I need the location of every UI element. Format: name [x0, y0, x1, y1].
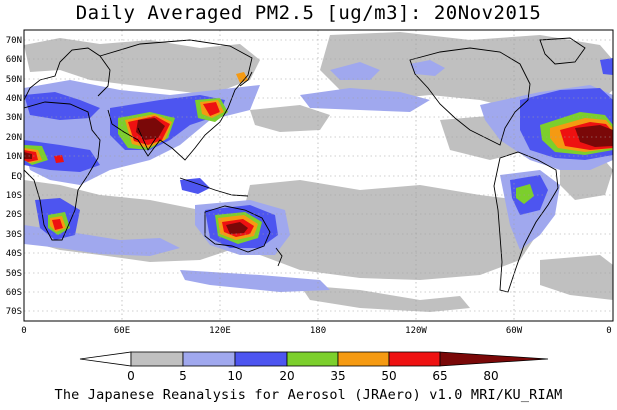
- colorbar-swatch: [182, 351, 236, 367]
- lon-label: 180: [310, 326, 326, 336]
- colorbar-label: 80: [483, 369, 498, 383]
- footer-credit: The Japanese Reanalysis for Aerosol (JRA…: [54, 387, 563, 403]
- colorbar-swatch: [130, 351, 184, 367]
- latitude-labels: 70N 60N 50N 40N 30N 20N 10N EQ 10S 20S 3…: [6, 36, 22, 317]
- colorbar-label: 10: [227, 369, 242, 383]
- colorbar-swatch: [388, 351, 441, 367]
- lat-label: 30S: [6, 230, 22, 240]
- lat-label: 70N: [6, 36, 22, 46]
- colorbar-label: 5: [179, 369, 187, 383]
- graticule: [24, 30, 613, 321]
- lat-label: 10N: [6, 152, 22, 162]
- lat-label: 70S: [6, 307, 22, 317]
- colorbar-label: 50: [381, 369, 396, 383]
- lat-label: 50N: [6, 75, 22, 85]
- lat-label: 40S: [6, 249, 22, 259]
- colorbar-start-triangle: [79, 351, 132, 367]
- lon-label: 0: [606, 326, 611, 336]
- colorbar-label: 35: [330, 369, 345, 383]
- colorbar-swatch: [286, 351, 339, 367]
- colorbar-label: 65: [432, 369, 447, 383]
- lon-label: 60W: [506, 326, 523, 336]
- lat-label: 20S: [6, 210, 22, 220]
- lat-label: 60N: [6, 55, 22, 65]
- map-frame: [23, 29, 614, 322]
- lon-label: 120W: [405, 326, 427, 336]
- lon-label: 120E: [209, 326, 231, 336]
- lat-label: 20N: [6, 133, 22, 143]
- lat-label: 40N: [6, 94, 22, 104]
- colorbar-swatch: [234, 351, 288, 367]
- longitude-labels: 0 60E 120E 180 120W 60W 0: [21, 326, 611, 336]
- colorbar-label: 20: [279, 369, 294, 383]
- lat-label: 60S: [6, 288, 22, 298]
- colorbar-label: 0: [127, 369, 135, 383]
- concentration-field: [24, 30, 613, 321]
- map-title: Daily Averaged PM2.5 [ug/m3]: 20Nov2015: [75, 2, 542, 24]
- coastlines: [24, 37, 586, 293]
- colorbar: 0 5 10 20 35 50 65 80: [79, 351, 549, 383]
- lat-label: 50S: [6, 269, 22, 279]
- level-80-plus-areas: [24, 118, 613, 234]
- lat-label: 10S: [6, 191, 22, 201]
- lat-label: EQ: [11, 172, 22, 182]
- colorbar-end-triangle: [439, 351, 549, 367]
- lon-label: 60E: [114, 326, 130, 336]
- lon-label: 0: [21, 326, 26, 336]
- lat-label: 30N: [6, 113, 22, 123]
- colorbar-swatch: [337, 351, 390, 367]
